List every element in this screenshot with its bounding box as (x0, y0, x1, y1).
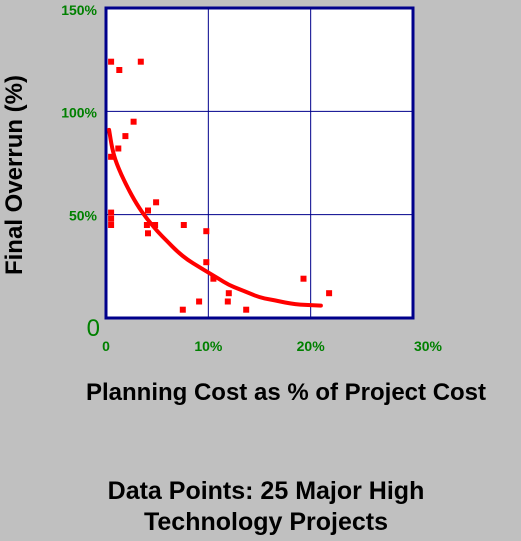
x-tick-labels: 0 10% 20% 30% (102, 338, 442, 354)
data-point-0 (108, 58, 115, 65)
data-point-10 (145, 207, 151, 214)
data-point-13 (145, 230, 151, 237)
grid-lines (106, 8, 413, 318)
x-tick-label-2: 20% (297, 338, 326, 354)
data-point-16 (203, 228, 210, 235)
data-point-18 (210, 275, 217, 282)
data-point-23 (243, 306, 250, 313)
y-axis-title: Final Overrun (%) (1, 75, 28, 275)
data-point-20 (224, 298, 231, 305)
plot-area (106, 8, 413, 318)
y-tick-label-2: 100% (61, 104, 97, 120)
data-point-6 (108, 153, 115, 160)
data-point-25 (326, 290, 333, 297)
data-point-2 (137, 58, 144, 65)
data-point-17 (203, 259, 210, 266)
x-tick-label-1: 10% (194, 338, 223, 354)
x-tick-label-3: 30% (414, 338, 443, 354)
y-tick-label-0: 0 (87, 315, 100, 342)
data-point-11 (153, 199, 160, 206)
data-point-12 (143, 222, 150, 228)
x-tick-label-0: 0 (102, 338, 110, 354)
data-point-21 (196, 298, 203, 305)
data-point-14 (152, 222, 159, 228)
data-point-24 (300, 275, 307, 282)
data-point-8 (108, 215, 115, 222)
data-point-4 (122, 133, 129, 140)
data-point-9 (108, 222, 115, 228)
caption-line-2: Technology Projects (144, 508, 388, 536)
trend-curve (107, 127, 323, 308)
plot-frame (104, 6, 415, 320)
data-point-3 (130, 118, 137, 125)
data-point-1 (116, 67, 123, 73)
y-tick-label-1: 50% (69, 208, 98, 224)
data-points (108, 58, 333, 313)
data-point-7 (108, 209, 115, 216)
data-point-22 (179, 306, 186, 313)
y-tick-label-3: 150% (61, 2, 97, 18)
data-point-5 (115, 145, 122, 152)
y-tick-labels: 0 50% 100% 150% (61, 2, 100, 342)
caption-line-1: Data Points: 25 Major High (108, 477, 425, 505)
x-axis-title: Planning Cost as % of Project Cost (86, 379, 486, 406)
data-point-19 (225, 290, 232, 297)
data-point-15 (180, 222, 187, 228)
